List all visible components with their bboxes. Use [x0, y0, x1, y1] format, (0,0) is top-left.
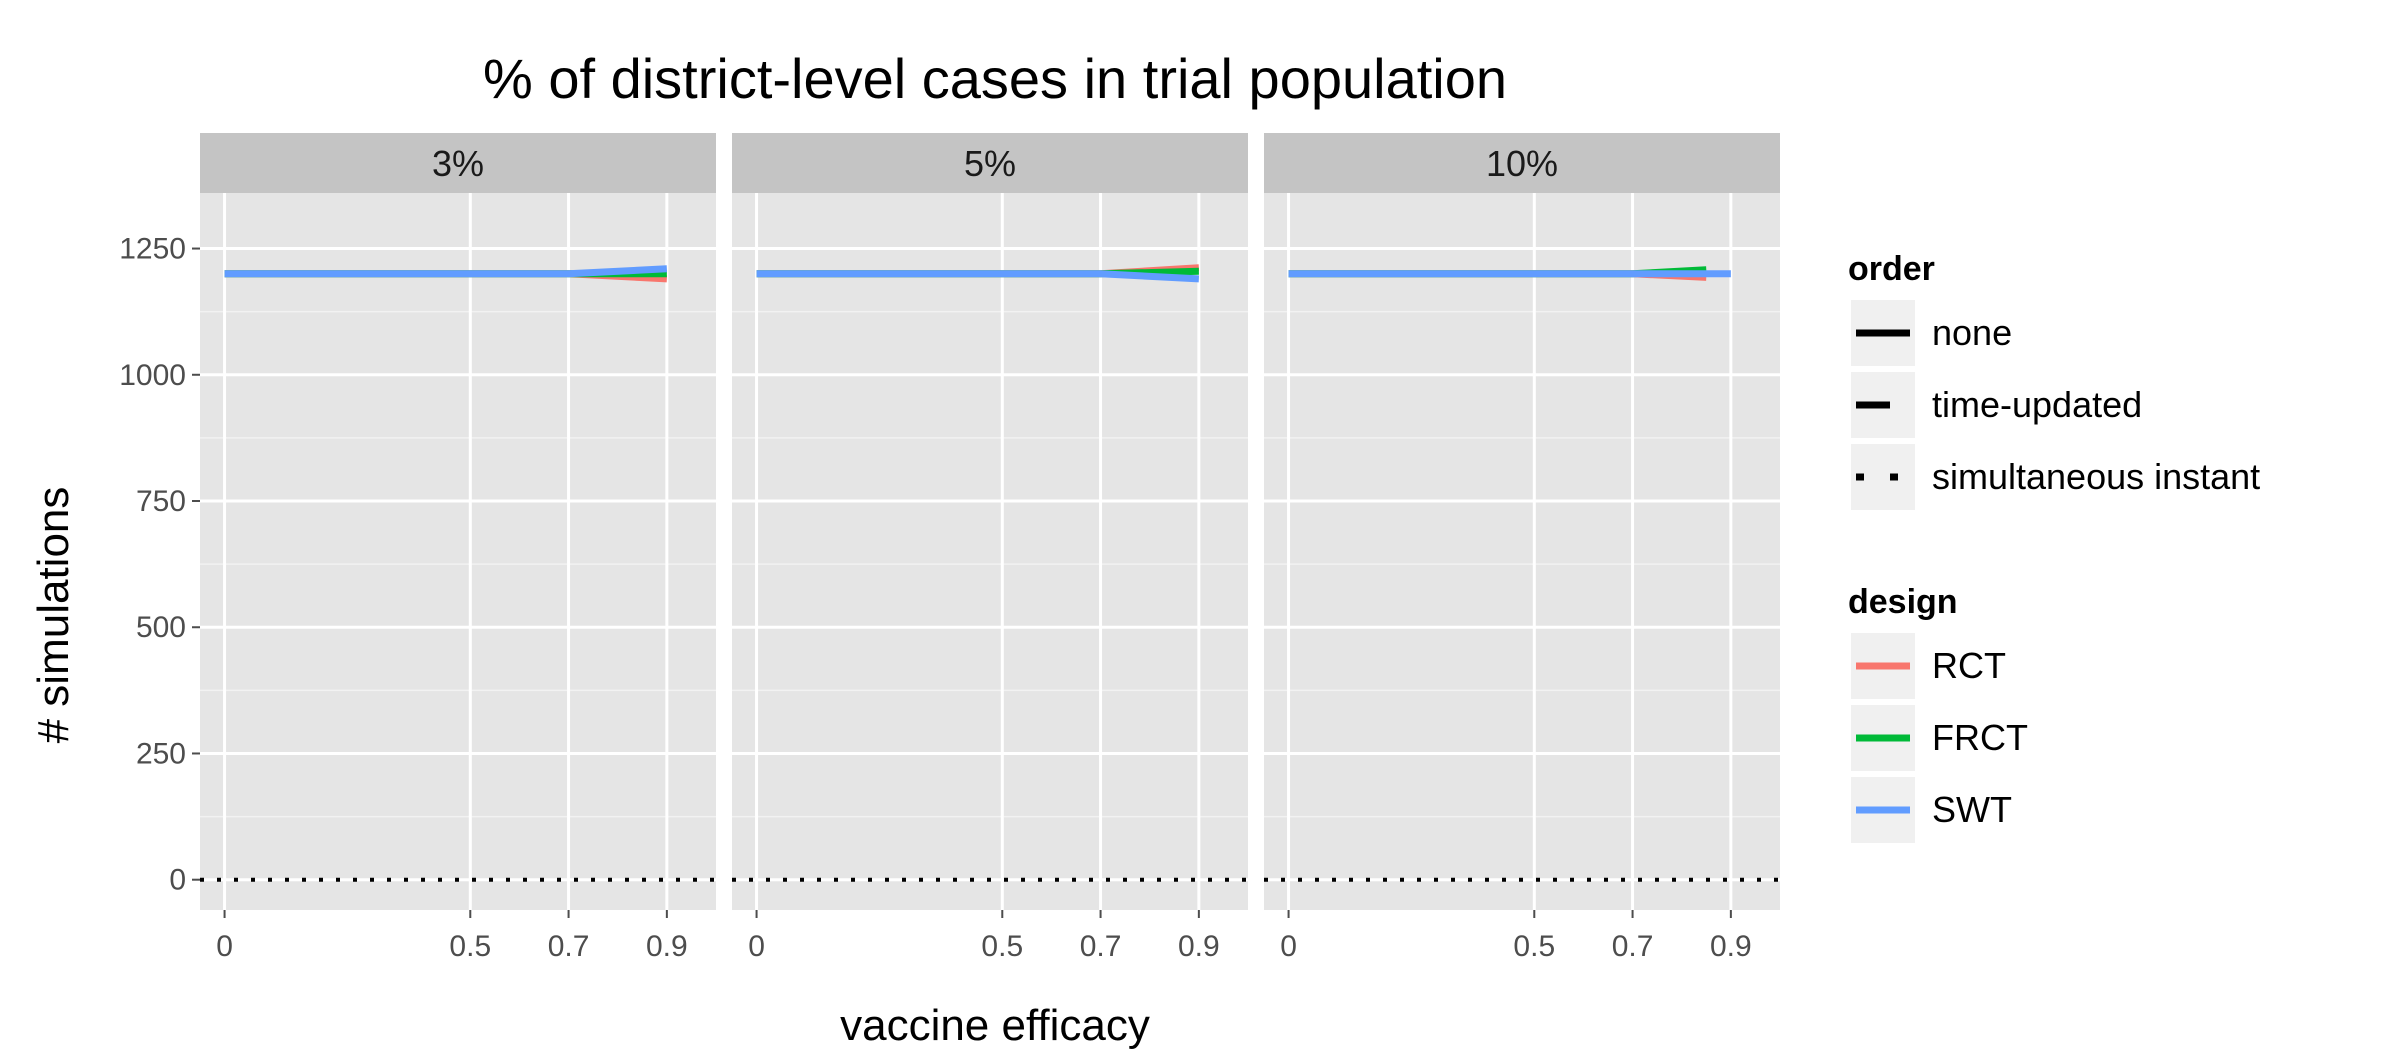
y-tick-label: 750	[136, 485, 186, 518]
y-tick-label: 1000	[119, 359, 186, 392]
legend-title: order	[1848, 250, 1935, 288]
x-tick-label: 0.5	[1513, 930, 1555, 963]
legend-label: none	[1932, 312, 2012, 353]
panel-background	[200, 193, 716, 910]
series-line-swt	[756, 270, 1200, 283]
panel-background	[1264, 193, 1780, 910]
x-tick-label: 0	[1280, 930, 1297, 963]
legend-order: order none time-updated simultaneous instan…	[1848, 250, 2260, 512]
x-tick-label: 0.5	[981, 930, 1023, 963]
y-tick-label: 0	[169, 864, 186, 897]
legend-label: time-updated	[1932, 384, 2142, 425]
facet-panel-2: 5% 0 0.5 0.7 0.9	[732, 133, 1248, 963]
legend-label: simultaneous instant	[1932, 456, 2260, 497]
legends: order none time-updated simultaneous instan…	[1848, 250, 2260, 845]
facet-strip	[1264, 133, 1780, 193]
facet-strip	[200, 133, 716, 193]
x-tick-label: 0	[748, 930, 765, 963]
facet-strip-label: 10%	[1486, 143, 1558, 184]
x-tick-label: 0.9	[1710, 930, 1752, 963]
facet-panels: 0 250 500 750 1000 1250 3% 0 0.5 0.7 0.9 5% 0 0.5 0.7 0…	[119, 133, 1780, 963]
x-tick-label: 0.5	[449, 930, 491, 963]
legend-title: design	[1848, 583, 1958, 621]
facet-panel-1: 3% 0 0.5 0.7 0.9	[200, 133, 716, 963]
y-tick-label: 500	[136, 611, 186, 644]
x-tick-label: 0.7	[548, 930, 590, 963]
y-tick-label: 250	[136, 737, 186, 770]
y-tick-label: 1250	[119, 233, 186, 266]
facet-strip-label: 3%	[432, 143, 484, 184]
x-axis-title: vaccine efficacy	[840, 1001, 1150, 1050]
chart-title: % of district-level cases in trial popul…	[483, 47, 1507, 110]
x-tick-label: 0.7	[1080, 930, 1122, 963]
x-tick-label: 0.9	[1178, 930, 1220, 963]
legend-label: FRCT	[1932, 717, 2028, 758]
legend-design: design RCT FRCT SWT	[1848, 583, 2028, 845]
x-tick-label: 0.7	[1612, 930, 1654, 963]
x-tick-label: 0	[216, 930, 233, 963]
facet-strip-label: 5%	[964, 143, 1016, 184]
panel-background	[732, 193, 1248, 910]
series-line-swt	[224, 265, 668, 278]
facet-panel-3: 10% 0 0.5 0.7 0.9	[1264, 133, 1780, 963]
legend-label: SWT	[1932, 789, 2012, 830]
legend-label: RCT	[1932, 645, 2006, 686]
facet-strip	[732, 133, 1248, 193]
y-axis-title: # simulations	[29, 487, 78, 744]
x-tick-label: 0.9	[646, 930, 688, 963]
